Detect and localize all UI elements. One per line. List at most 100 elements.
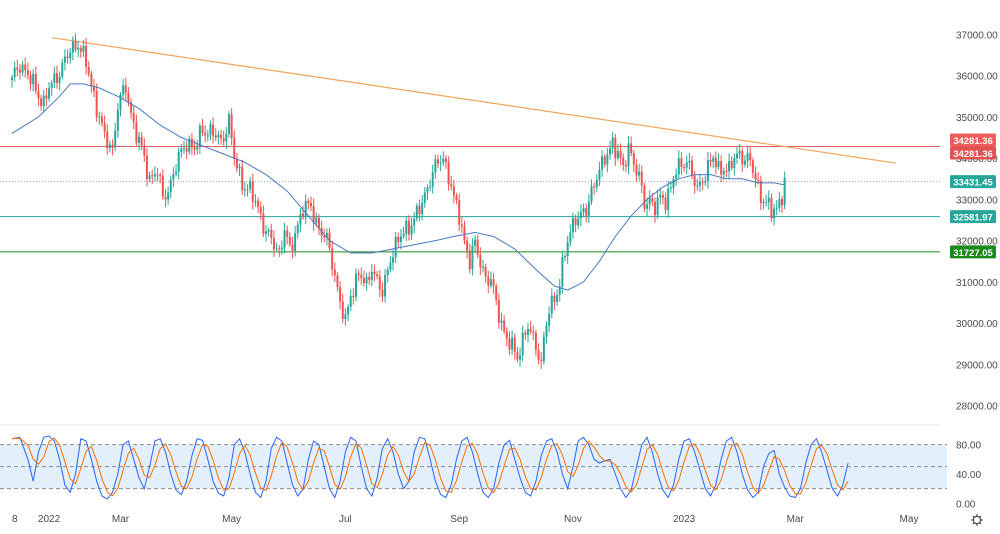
candle-body (325, 232, 328, 238)
candle (471, 238, 474, 276)
candle (431, 164, 434, 194)
candle (495, 283, 498, 306)
candle-body (582, 208, 585, 212)
candle (389, 255, 392, 273)
price-badge-label: 32581.97 (953, 213, 993, 224)
candle-body (360, 274, 363, 279)
price-tick-label: 31000.00 (956, 278, 998, 289)
candle-body (532, 331, 535, 333)
candle (196, 140, 199, 155)
candle (384, 269, 387, 303)
candle (50, 80, 53, 96)
candle (164, 189, 167, 207)
price-tick-label: 37000.00 (956, 30, 998, 41)
stochastic-d-line[interactable] (11, 437, 849, 497)
candle-body (630, 143, 633, 154)
candle-body (590, 186, 593, 202)
candle-body (71, 41, 74, 53)
candle-body (564, 256, 567, 258)
candle (138, 131, 141, 151)
candle-body (548, 313, 551, 326)
candle (222, 130, 225, 146)
candle-body (767, 197, 770, 203)
candle (410, 217, 413, 240)
price-tick-label: 28000.00 (956, 402, 998, 413)
candle (135, 114, 138, 147)
candle-body (725, 170, 728, 172)
candle-body (381, 289, 384, 297)
candle-body (466, 240, 469, 251)
candle-body (198, 125, 201, 147)
candle-body (217, 134, 220, 138)
candle-body (706, 159, 709, 182)
candle (124, 77, 127, 101)
stochastic-k-line[interactable] (11, 435, 849, 500)
trendline[interactable] (51, 37, 896, 164)
candle-body (376, 274, 379, 277)
moving-average-line[interactable] (11, 83, 785, 291)
price-badge[interactable]: 34281.36 (950, 133, 996, 148)
candle (423, 186, 426, 208)
candle (182, 140, 185, 155)
candle-body (730, 161, 733, 169)
candle (376, 271, 379, 280)
candle (185, 141, 188, 160)
candle (667, 180, 670, 218)
candle-body (50, 82, 53, 89)
candle-body (341, 301, 344, 320)
candle-body (145, 155, 148, 180)
candle (601, 150, 604, 177)
candle-body (148, 175, 151, 180)
price-badge[interactable]: 34281.36 (950, 146, 996, 161)
candle (249, 176, 252, 193)
candle-body (315, 217, 318, 224)
candle-body (45, 95, 48, 99)
candle-body (257, 201, 260, 207)
candle-body (87, 66, 90, 74)
candle-body (500, 320, 503, 323)
candle (622, 153, 625, 171)
candle-body (587, 201, 590, 216)
candle (153, 166, 156, 182)
candle-body (206, 135, 209, 137)
candle-body (331, 248, 334, 270)
candle (280, 240, 283, 255)
candle-body (437, 159, 440, 164)
candle (754, 166, 757, 188)
candle (778, 192, 781, 213)
candle (585, 203, 588, 223)
candle-body (632, 153, 635, 165)
price-tick-label: 29000.00 (956, 360, 998, 371)
candle (201, 119, 204, 137)
candle-body (553, 295, 556, 302)
candle (680, 152, 683, 175)
price-badge[interactable]: 31727.05 (950, 245, 996, 259)
candle-body (434, 159, 437, 173)
candle (98, 111, 101, 125)
candle-body (79, 47, 82, 52)
candle (603, 153, 606, 168)
candle (21, 60, 24, 77)
candle-body (77, 47, 80, 50)
candle-body (167, 192, 170, 200)
candle (733, 153, 736, 176)
price-badge[interactable]: 32581.97 (950, 210, 996, 224)
candle (177, 147, 180, 180)
candle-body (270, 230, 273, 239)
candle-body (29, 75, 32, 85)
candle-body (452, 186, 455, 196)
gear-icon[interactable] (971, 514, 983, 526)
candle (190, 132, 193, 155)
candle (405, 216, 408, 242)
candle-body (720, 160, 723, 175)
price-badge[interactable]: 33431.45 (950, 175, 996, 189)
candle-body (233, 138, 236, 159)
candle-body (736, 153, 739, 159)
candle (16, 59, 19, 77)
candle (180, 143, 183, 158)
candle (767, 190, 770, 210)
candle (632, 150, 635, 173)
candle-body (534, 332, 537, 351)
candle (595, 174, 598, 193)
candle (773, 203, 776, 226)
